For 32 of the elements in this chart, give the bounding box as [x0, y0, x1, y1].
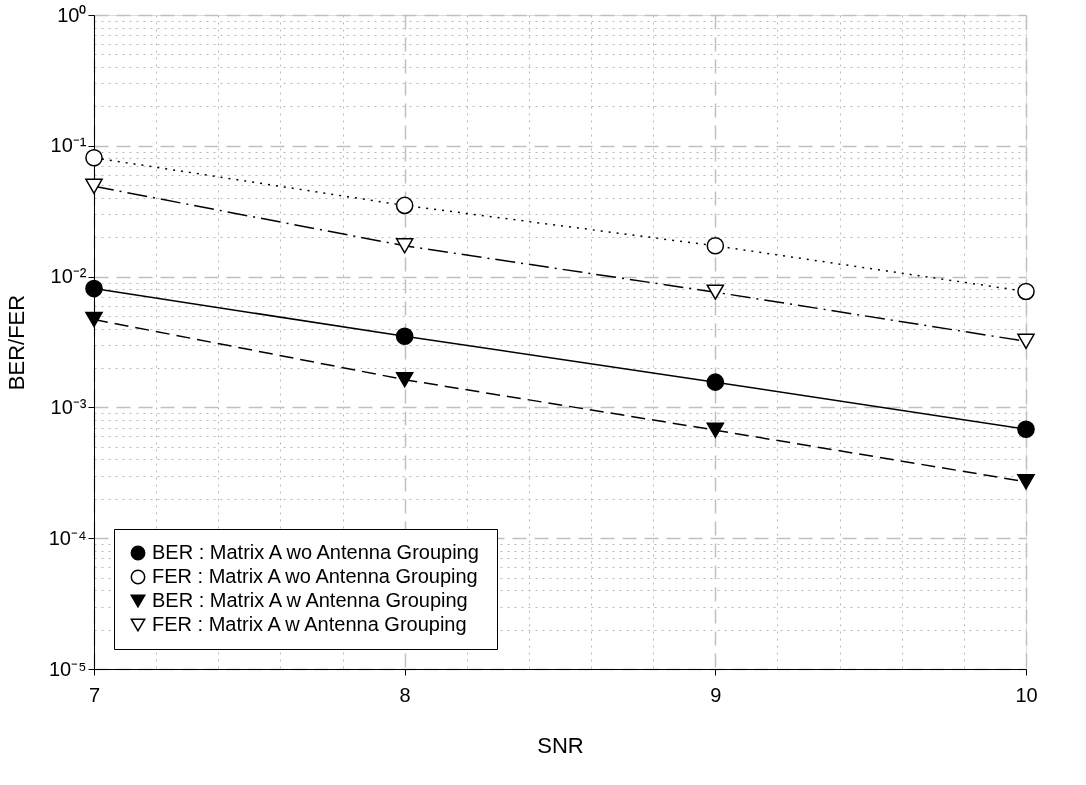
y-tick-label: 10⁻⁵	[48, 657, 87, 680]
point	[395, 238, 414, 254]
y-tick-label: 10⁻³	[50, 395, 87, 418]
legend-label: FER : Matrix A w Antenna Grouping	[152, 613, 467, 635]
point	[85, 311, 103, 328]
y-tick-label: 10⁻⁴	[48, 526, 87, 549]
point	[706, 373, 725, 391]
point	[706, 422, 725, 438]
point	[706, 237, 725, 255]
point	[395, 371, 414, 388]
y-tick-label: 10⁻²	[50, 265, 87, 288]
legend-label: FER : Matrix A wo Antenna Grouping	[152, 565, 478, 587]
point	[85, 148, 103, 167]
y-axis-title: BER/FER	[3, 294, 29, 391]
point	[85, 178, 103, 195]
point	[395, 196, 414, 215]
x-tick-label: 10	[1015, 683, 1038, 706]
point	[1017, 420, 1035, 439]
point	[85, 279, 103, 298]
legend-label: BER : Matrix A wo Antenna Grouping	[152, 541, 479, 563]
y-tick-label: 10⁻¹	[50, 134, 87, 157]
point	[1017, 333, 1035, 350]
point	[1017, 474, 1035, 490]
point	[395, 327, 414, 346]
x-tick-label: 8	[399, 683, 411, 706]
y-tick-label: 10⁰	[57, 3, 87, 26]
x-axis-title: SNR	[537, 732, 584, 758]
point	[1017, 282, 1035, 301]
x-tick-label: 7	[88, 683, 101, 706]
x-tick-label: 9	[710, 683, 722, 706]
point	[706, 284, 725, 300]
legend-label: BER : Matrix A w Antenna Grouping	[152, 589, 468, 611]
